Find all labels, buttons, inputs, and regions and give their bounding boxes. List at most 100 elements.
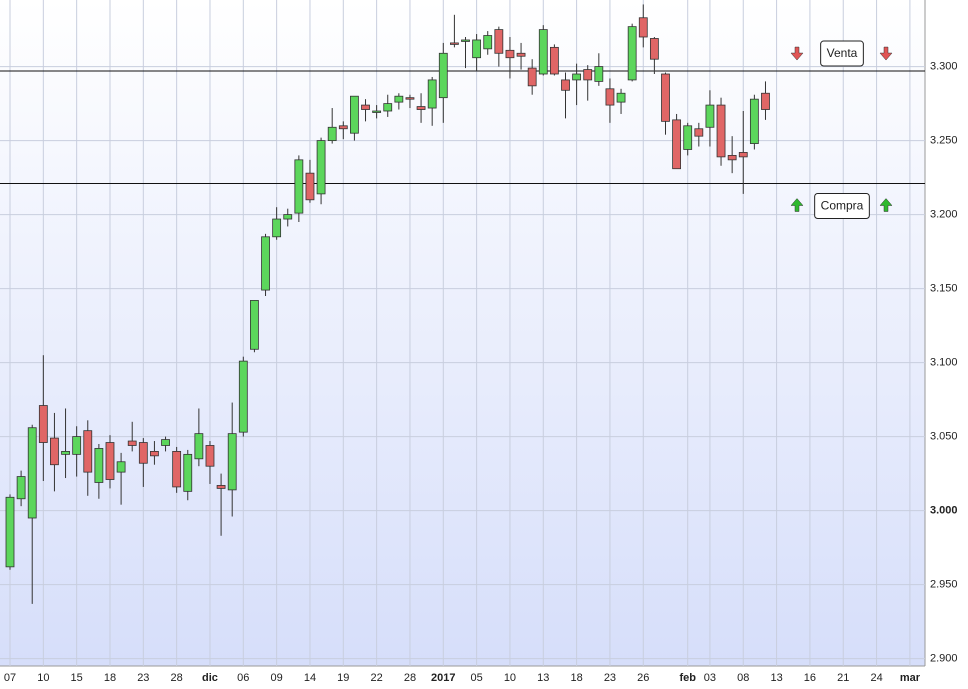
candle-body: [572, 73, 582, 81]
x-tick-label: feb: [679, 672, 696, 684]
candle-body: [5, 496, 15, 568]
candle-body: [327, 126, 337, 141]
x-tick-label: 18: [104, 672, 116, 684]
candle-body: [483, 35, 493, 50]
candle-body: [416, 106, 426, 110]
candle-body: [727, 154, 737, 161]
candle-body: [583, 69, 593, 81]
candle-body: [383, 103, 393, 112]
x-tick-label: 2017: [431, 672, 455, 684]
candle-body: [561, 79, 570, 91]
annotation-label: Venta: [827, 46, 858, 60]
annotation-arrow: [879, 46, 893, 61]
y-tick-label: 3.200: [930, 209, 958, 221]
annotation-label: Compra: [821, 199, 864, 213]
candle-body: [338, 125, 348, 130]
x-tick-label: 23: [137, 672, 149, 684]
y-tick-label: 2.900: [930, 653, 958, 665]
x-tick-label: 06: [237, 672, 249, 684]
x-tick-label: 16: [804, 672, 816, 684]
x-tick-label: 19: [337, 672, 349, 684]
x-tick-label: dic: [202, 672, 218, 684]
candle-body: [638, 17, 648, 38]
candle-body: [449, 42, 459, 45]
candle-body: [72, 436, 82, 455]
candle-body: [138, 442, 148, 464]
candle-body: [438, 52, 448, 99]
candle-body: [127, 440, 137, 446]
candle-body: [683, 125, 693, 150]
candle-body: [605, 88, 615, 106]
candle-body: [16, 476, 26, 500]
annotation-arrow: [879, 198, 893, 212]
candle-body: [94, 448, 104, 483]
x-tick-label: 07: [4, 672, 16, 684]
annotation-box: [814, 193, 870, 220]
y-tick-label: 3.150: [930, 283, 958, 295]
candle-body: [705, 104, 715, 128]
candle-body: [427, 79, 437, 109]
x-tick-label: 03: [704, 672, 716, 684]
candle-body: [749, 98, 759, 144]
x-tick-label: 24: [870, 672, 882, 684]
candle-body: [50, 437, 59, 466]
candle-body: [661, 73, 670, 122]
x-tick-label: 26: [637, 672, 649, 684]
candle-body: [38, 405, 48, 443]
plot-area: [0, 0, 925, 666]
candle-body: [516, 52, 526, 57]
candle-body: [172, 450, 182, 488]
x-tick-label: 18: [570, 672, 582, 684]
candle-body: [472, 39, 482, 59]
candle-body: [116, 461, 126, 473]
x-tick-label: 09: [271, 672, 283, 684]
x-tick-label: 05: [470, 672, 482, 684]
candle-body: [283, 214, 293, 220]
candle-body: [294, 159, 304, 214]
candle-body: [261, 236, 270, 291]
candle-body: [738, 152, 748, 158]
candle-body: [538, 29, 548, 75]
candle-body: [627, 26, 637, 81]
annotation-arrow: [790, 198, 804, 212]
annotation-arrow: [790, 46, 804, 61]
candle-body: [183, 453, 193, 492]
x-tick-label: 14: [304, 672, 316, 684]
candle-body: [83, 430, 93, 473]
candle-body: [61, 450, 70, 455]
candle-body: [105, 442, 115, 480]
x-tick-label: 08: [737, 672, 749, 684]
candle-body: [461, 39, 470, 42]
candle-body: [216, 485, 226, 489]
candle-body: [238, 360, 248, 433]
x-tick-label: 23: [604, 672, 616, 684]
candle-body: [161, 439, 170, 446]
candle-body: [250, 300, 259, 350]
candle-body: [194, 433, 204, 460]
x-tick-label: 10: [37, 672, 49, 684]
x-tick-label: 21: [837, 672, 849, 684]
candle-body: [672, 119, 681, 170]
x-tick-label: 22: [371, 672, 383, 684]
y-tick-label: 3.100: [930, 357, 958, 369]
x-tick-label: 13: [537, 672, 549, 684]
candle-body: [350, 95, 359, 134]
candle-body: [305, 172, 315, 201]
candle-body: [372, 110, 382, 113]
x-tick-label: 13: [770, 672, 782, 684]
candle-body: [394, 95, 404, 103]
candle-body: [649, 38, 659, 60]
candle-body: [27, 427, 37, 519]
x-tick-label: mar: [900, 672, 921, 684]
candle-body: [361, 104, 370, 110]
candle-body: [405, 97, 415, 100]
y-tick-label: 2.950: [930, 579, 958, 591]
candle-body: [205, 445, 215, 467]
candle-body: [316, 140, 326, 195]
candle-body: [227, 433, 237, 491]
x-tick-label: 28: [171, 672, 183, 684]
candle-body: [527, 67, 537, 87]
candle-body: [761, 92, 770, 110]
x-tick-label: 28: [404, 672, 416, 684]
